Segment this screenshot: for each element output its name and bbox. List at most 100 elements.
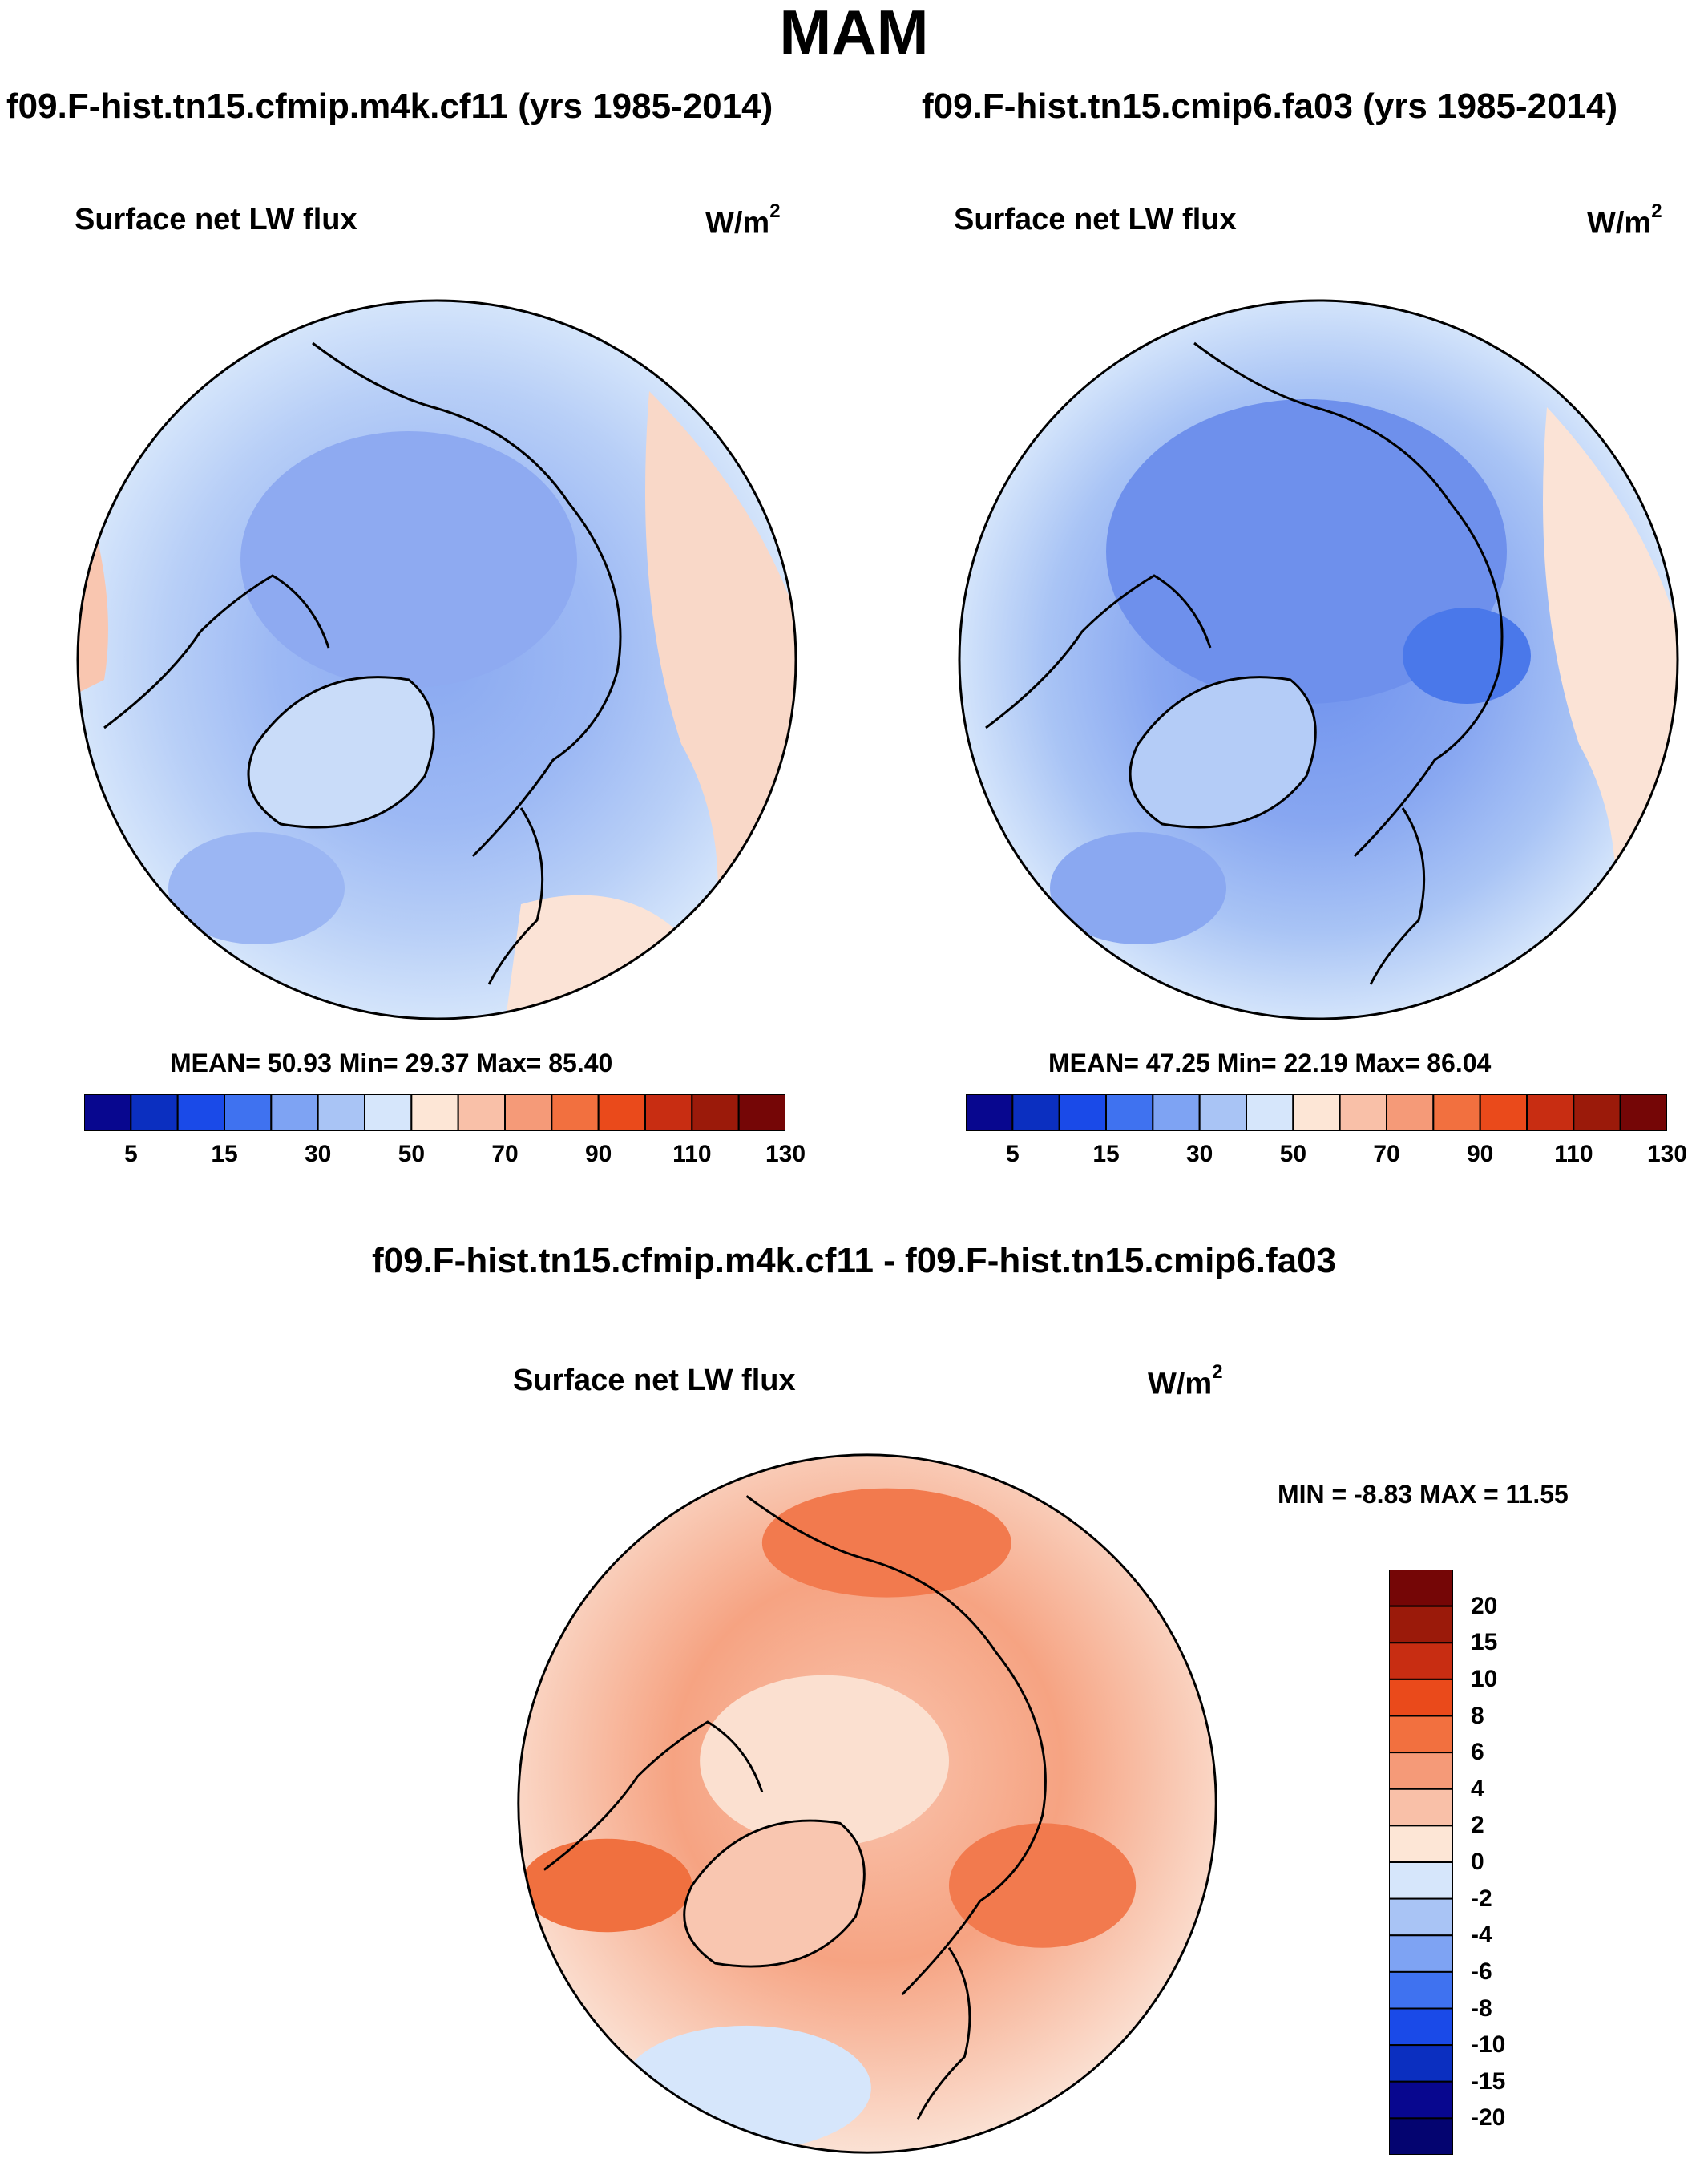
colorbar-tick-label: 90 <box>1466 1141 1494 1167</box>
coastline-north-america <box>103 574 330 729</box>
colorbar-diff <box>1389 1570 1453 2155</box>
coastline-north-america <box>985 574 1212 729</box>
colorbar-tick-label: 110 <box>1554 1141 1593 1167</box>
colorbar-swatch <box>130 1094 179 1131</box>
colorbar-swatch <box>966 1094 1014 1131</box>
colorbar-swatch <box>597 1094 647 1131</box>
panel-left-stats: MEAN= 50.93 Min= 29.37 Max= 85.40 <box>170 1049 613 1077</box>
map-border <box>517 1453 1217 2154</box>
colorbar-swatch <box>1479 1094 1528 1131</box>
hotspot-north <box>761 1488 1011 1598</box>
colorbar-tick-label: 30 <box>304 1141 332 1167</box>
colorbar-swatch <box>1389 2044 1453 2083</box>
colorbar-tick-label: 50 <box>1279 1141 1307 1167</box>
coastline-scandinavia <box>916 1946 971 2120</box>
colorbar-tick-label: 4 <box>1471 1775 1484 1802</box>
hotspot-east <box>949 1823 1137 1948</box>
colorbar-tick-label: 5 <box>1005 1141 1020 1167</box>
coastline-scandinavia <box>487 807 544 985</box>
colorbar-tick-label: -15 <box>1471 2067 1506 2095</box>
colorbar-tick-label: 2 <box>1471 1812 1484 1839</box>
colorbar-swatch <box>1573 1094 1621 1131</box>
colorbar-swatch <box>1389 1642 1453 1680</box>
pacific-low <box>1050 832 1226 944</box>
units-base: W/m <box>705 206 770 240</box>
colorbar-swatch <box>644 1094 693 1131</box>
colorbar-swatch <box>457 1094 506 1131</box>
colorbar-swatch <box>1105 1094 1154 1131</box>
colorbar-left <box>84 1094 785 1131</box>
colorbar-swatch <box>1389 1715 1453 1754</box>
units-exponent: 2 <box>1212 1361 1223 1383</box>
colorbar-tick-label: 130 <box>765 1141 806 1167</box>
colorbar-swatch <box>1339 1094 1387 1131</box>
colorbar-swatch <box>1152 1094 1201 1131</box>
colorbar-swatch <box>1526 1094 1575 1131</box>
colorbar-swatch <box>270 1094 319 1131</box>
coastline-greenland <box>683 1819 866 1968</box>
colorbar-swatch <box>364 1094 413 1131</box>
coastline-eurasia <box>1193 341 1504 858</box>
colorbar-swatch <box>1246 1094 1294 1131</box>
units-exponent: 2 <box>769 200 781 222</box>
map-border <box>76 299 797 1020</box>
central-arctic <box>700 1675 949 1847</box>
diff-title: f09.F-hist.tn15.cfmip.m4k.cf11 - f09.F-h… <box>371 1241 1337 1280</box>
panel-right-case-title: f09.F-hist.tn15.cmip6.fa03 (yrs 1985-201… <box>922 87 1618 126</box>
colorbar-tick-label: 8 <box>1471 1702 1484 1729</box>
colorbar-swatch <box>317 1094 365 1131</box>
panel-right-units: W/m2 <box>1587 199 1662 241</box>
arctic-core <box>1106 399 1507 704</box>
colorbar-swatch <box>410 1094 459 1131</box>
colorbar-swatch <box>1011 1094 1060 1131</box>
colorbar-swatch <box>1389 1752 1453 1790</box>
colorbar-swatch <box>1386 1094 1435 1131</box>
coastline-greenland <box>247 676 435 829</box>
coastline-greenland <box>1129 676 1317 829</box>
colorbar-tick-label: 90 <box>584 1141 612 1167</box>
colorbar-swatch <box>1389 1570 1453 1607</box>
colorbar-swatch <box>84 1094 132 1131</box>
colorbar-tick-label: -20 <box>1471 2104 1506 2132</box>
map-panel-diff <box>517 1453 1217 2154</box>
diff-units: W/m2 <box>1148 1360 1223 1402</box>
coastline-north-america <box>543 1720 764 1871</box>
colorbar-tick-label: 70 <box>491 1141 519 1167</box>
colorbar-swatch <box>1389 2080 1453 2120</box>
diff-minmax: MIN = -8.83 MAX = 11.55 <box>1278 1480 1569 1509</box>
colorbar-tick-label: 70 <box>1373 1141 1400 1167</box>
colorbar-swatch <box>1389 1678 1453 1717</box>
colorbar-swatch <box>504 1094 553 1131</box>
colorbar-swatch <box>1389 1897 1453 1937</box>
siberia-low <box>1403 608 1531 704</box>
colorbar-swatch <box>1389 2117 1453 2155</box>
colorbar-swatch <box>1389 1788 1453 1827</box>
map-border <box>958 299 1679 1020</box>
colorbar-tick-label: 20 <box>1471 1592 1498 1619</box>
colorbar-tick-label: 50 <box>398 1141 426 1167</box>
pacific-low <box>168 832 345 944</box>
colorbar-right <box>966 1094 1667 1131</box>
colorbar-tick-label: 30 <box>1185 1141 1213 1167</box>
diff-variable: Surface net LW flux <box>513 1364 796 1397</box>
colorbar-tick-label: -8 <box>1471 1994 1492 2022</box>
colorbar-swatch <box>1058 1094 1107 1131</box>
panel-left-case-title: f09.F-hist.tn15.cfmip.m4k.cf11 (yrs 1985… <box>6 87 773 126</box>
colorbar-tick-label: 6 <box>1471 1739 1484 1766</box>
colorbar-tick-label: 130 <box>1646 1141 1688 1167</box>
hotspot-west <box>520 1838 692 1933</box>
colorbar-tick-label: 15 <box>1092 1141 1120 1167</box>
colorbar-swatch <box>1389 1861 1453 1900</box>
colorbar-tick-label: -10 <box>1471 2031 1506 2059</box>
panel-left-variable: Surface net LW flux <box>75 203 357 236</box>
colorbar-swatch <box>551 1094 600 1131</box>
colorbar-swatch <box>1619 1094 1667 1131</box>
coastline-eurasia <box>745 1495 1047 1996</box>
units-base: W/m <box>1148 1367 1213 1401</box>
map-panel-left <box>76 299 797 1020</box>
colorbar-tick-label: 10 <box>1471 1665 1498 1692</box>
colorbar-swatch <box>691 1094 740 1131</box>
colorbar-swatch <box>1292 1094 1341 1131</box>
units-base: W/m <box>1587 206 1652 240</box>
colorbar-tick-label: 15 <box>1471 1629 1498 1656</box>
